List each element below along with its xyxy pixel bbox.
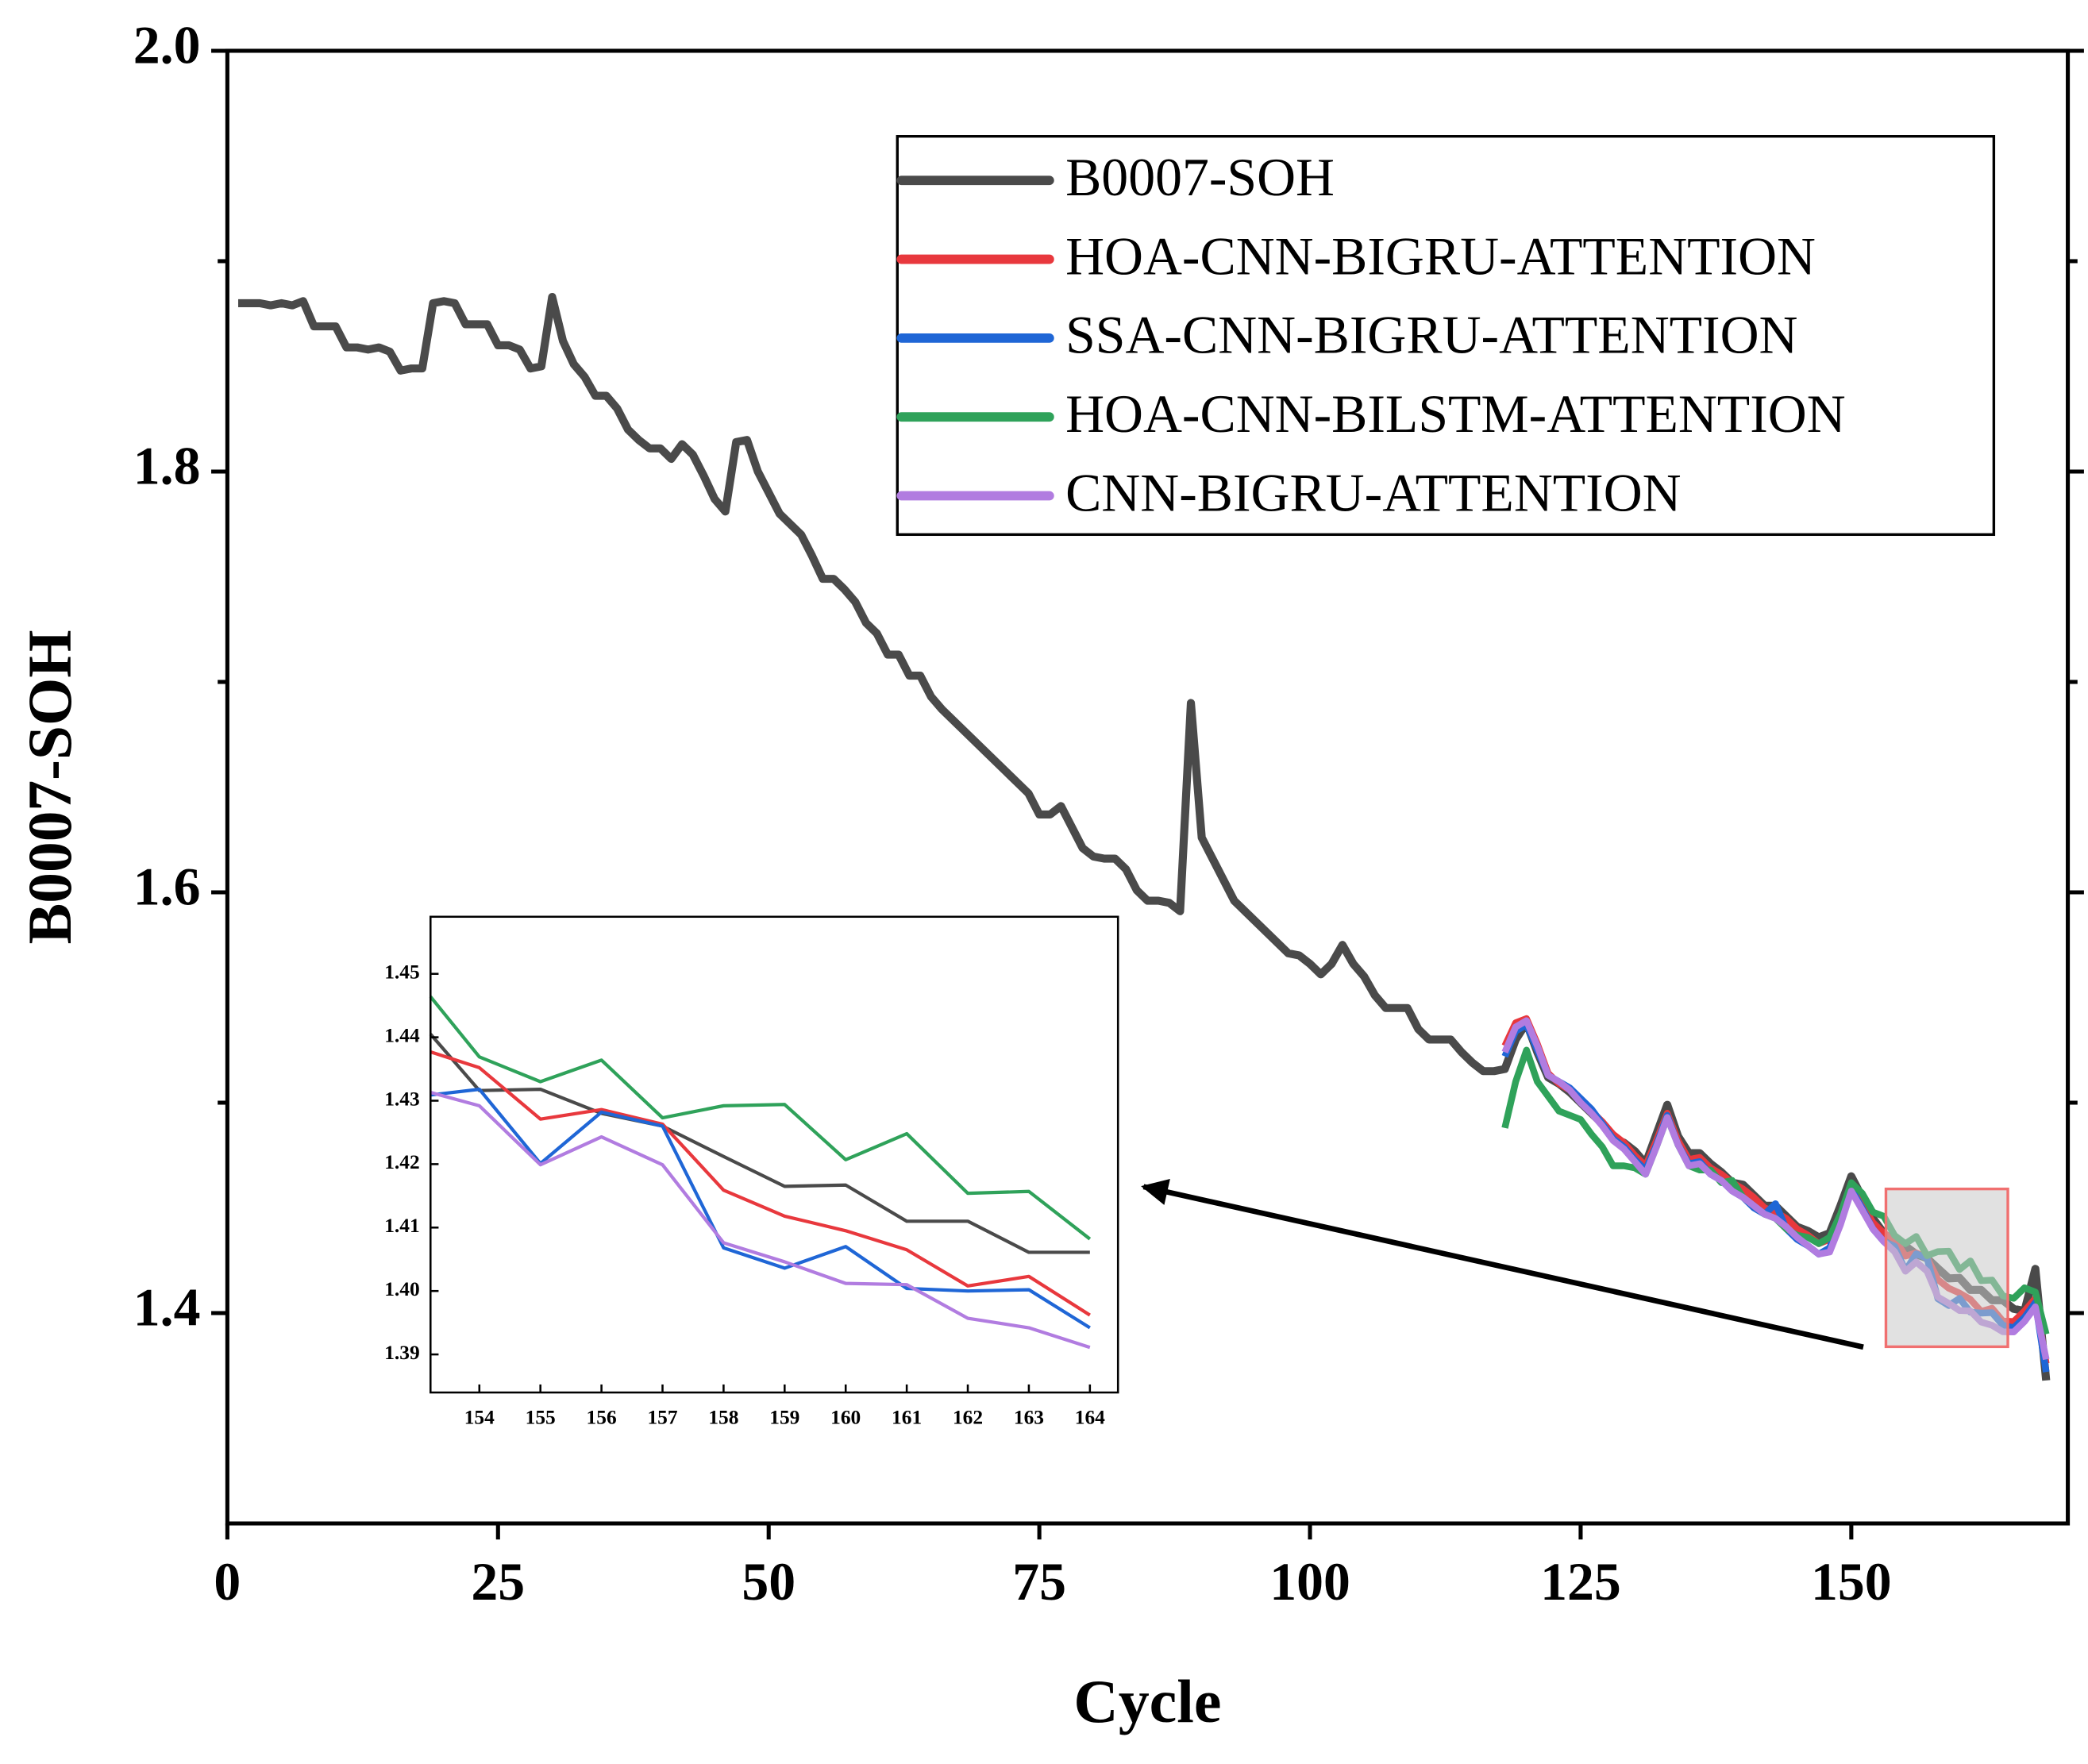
plot-frame — [429, 915, 1119, 1394]
legend-label: CNN-BIGRU-ATTENTION — [1065, 464, 1682, 523]
y-tick-label: 1.6 — [133, 857, 201, 917]
y-tick-label: 1.8 — [133, 437, 201, 496]
y-tick-label: 1.42 — [384, 1151, 419, 1173]
legend-label: HOA-CNN-BILSTM-ATTENTION — [1065, 384, 1846, 444]
zoom-arrow — [1141, 1179, 1864, 1350]
x-tick-label: 164 — [1075, 1407, 1105, 1429]
y-tick-label: 1.43 — [384, 1088, 419, 1110]
y-tick-label: 1.4 — [133, 1278, 201, 1338]
y-tick-label: 2.0 — [133, 16, 201, 75]
x-tick-label: 50 — [742, 1552, 796, 1612]
inset-plot: 154 155 156 157 158 159 160 161 162 163 164 1.39 1.4… — [384, 915, 1119, 1429]
y-tick-label: 1.41 — [384, 1215, 419, 1237]
x-tick-label: 100 — [1269, 1552, 1350, 1612]
x-tick-label: 160 — [830, 1407, 861, 1429]
x-tick-label: 155 — [526, 1407, 556, 1429]
legend-box — [896, 135, 1996, 537]
x-tick-label: 159 — [769, 1407, 799, 1429]
x-tick-label: 163 — [1014, 1407, 1044, 1429]
x-tick-label: 154 — [464, 1407, 495, 1429]
x-tick-label: 0 — [214, 1552, 241, 1612]
series-line — [429, 996, 1092, 1241]
legend-label: B0007-SOH — [1065, 148, 1335, 207]
legend-label: HOA-CNN-BIGRU-ATTENTION — [1065, 227, 1816, 287]
series-line — [429, 1033, 1090, 1254]
x-axis-label: Cycle — [1073, 1667, 1221, 1735]
x-tick-label: 156 — [587, 1407, 617, 1429]
y-tick-label: 1.44 — [384, 1024, 420, 1046]
series-line — [430, 1091, 1091, 1350]
series-line — [430, 1087, 1091, 1330]
y-tick-label: 1.40 — [384, 1278, 419, 1300]
x-tick-label: 162 — [953, 1407, 983, 1429]
y-axis-label: B0007-SOH — [16, 630, 84, 945]
x-tick-label: 150 — [1811, 1552, 1892, 1612]
x-tick-label: 75 — [1012, 1552, 1066, 1612]
annotations — [1141, 1179, 1864, 1350]
x-tick-label: 157 — [647, 1407, 677, 1429]
legend-label: SSA-CNN-BIGRU-ATTENTION — [1065, 306, 1797, 365]
zoom-region — [1884, 1187, 2009, 1349]
main-plot: 0 25 50 75 100 125 150 1.4 1.6 1.8 2.0 Cycle B0007-S… — [16, 16, 2084, 1735]
plot-area — [430, 916, 1119, 1393]
y-tick-label: 1.39 — [384, 1342, 419, 1364]
series-line — [430, 1050, 1091, 1317]
plot-frame — [225, 48, 2071, 1526]
x-tick-label: 161 — [892, 1407, 922, 1429]
x-tick-label: 158 — [708, 1407, 738, 1429]
x-tick-label: 25 — [471, 1552, 525, 1612]
x-tick-label: 125 — [1540, 1552, 1621, 1612]
y-tick-label: 1.45 — [384, 961, 419, 984]
